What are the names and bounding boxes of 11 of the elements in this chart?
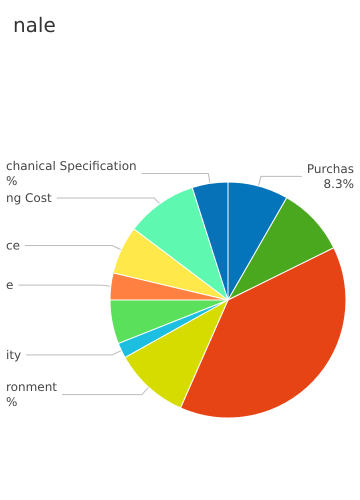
slice-label: ronment <box>6 380 58 394</box>
slice-label: e <box>6 278 14 292</box>
slice-label: ity <box>6 348 22 362</box>
slice-label: Purchas <box>306 162 354 176</box>
data-label: % <box>6 395 18 410</box>
data-label: 8.3% <box>324 176 354 191</box>
slice-label: chanical Specification <box>6 159 137 174</box>
data-label: % <box>6 174 18 188</box>
slice-label: ce <box>6 238 20 252</box>
chart-title: nale <box>13 13 56 37</box>
slice-label: ng Cost <box>6 191 52 206</box>
